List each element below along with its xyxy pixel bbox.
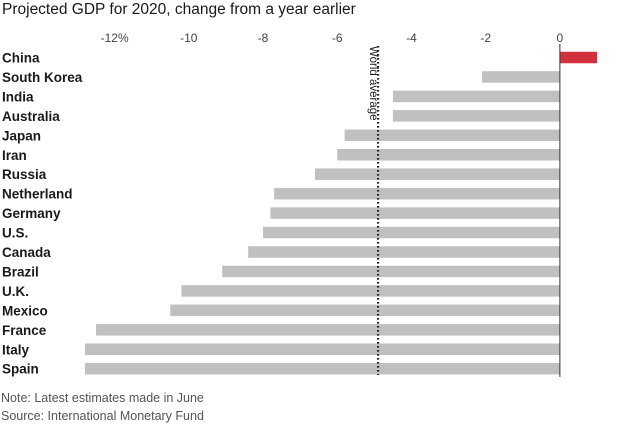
bar xyxy=(559,51,597,64)
x-tick-label: -10 xyxy=(180,31,198,45)
bar xyxy=(170,304,560,317)
x-tick-label: -4 xyxy=(406,31,417,45)
world-average-label: World average xyxy=(367,46,379,121)
x-tick-label: -8 xyxy=(258,31,269,45)
category-label: Canada xyxy=(2,245,51,260)
category-label: Mexico xyxy=(2,303,48,318)
bar xyxy=(222,265,560,278)
bar xyxy=(84,362,560,375)
category-label: U.S. xyxy=(2,226,28,241)
category-label: India xyxy=(2,89,34,104)
category-label: Netherland xyxy=(2,187,73,202)
bar xyxy=(337,149,560,161)
category-label: China xyxy=(2,51,40,66)
bar xyxy=(248,246,560,258)
category-label: Spain xyxy=(2,362,39,377)
bar-series xyxy=(84,51,597,375)
bar xyxy=(314,168,560,180)
category-label: Japan xyxy=(2,128,41,143)
x-tick-label: -6 xyxy=(332,31,343,45)
bar xyxy=(181,285,560,297)
category-label: Russia xyxy=(2,167,47,182)
category-label: U.K. xyxy=(2,284,29,299)
category-labels: China South Korea India Australia Japan Iran R… xyxy=(2,51,83,377)
chart-source: Source: International Monetary Fund xyxy=(1,409,204,423)
category-label: Brazil xyxy=(2,264,39,279)
category-label: Iran xyxy=(2,148,27,163)
bar xyxy=(392,110,560,122)
bar xyxy=(392,90,560,103)
category-label: Italy xyxy=(2,342,30,357)
bar xyxy=(274,187,560,200)
x-tick-label: -2 xyxy=(480,31,491,45)
category-label: France xyxy=(2,323,47,338)
chart-title: Projected GDP for 2020, change from a ye… xyxy=(2,1,356,18)
bar xyxy=(344,129,560,142)
category-label: Australia xyxy=(2,109,60,124)
bar xyxy=(263,226,560,239)
chart-note: Note: Latest estimates made in June xyxy=(1,391,204,405)
bar xyxy=(96,324,560,336)
bar xyxy=(84,343,560,355)
x-tick-label: 0 xyxy=(557,31,564,45)
x-tick-label: -12% xyxy=(101,31,129,45)
world-average-reference: World average xyxy=(367,46,380,375)
bar xyxy=(481,71,560,83)
bar xyxy=(270,207,560,219)
x-axis-ticks: -12% -10 -8 -6 -4 -2 0 xyxy=(101,31,564,45)
category-label: Germany xyxy=(2,206,61,221)
category-label: South Korea xyxy=(2,70,83,85)
